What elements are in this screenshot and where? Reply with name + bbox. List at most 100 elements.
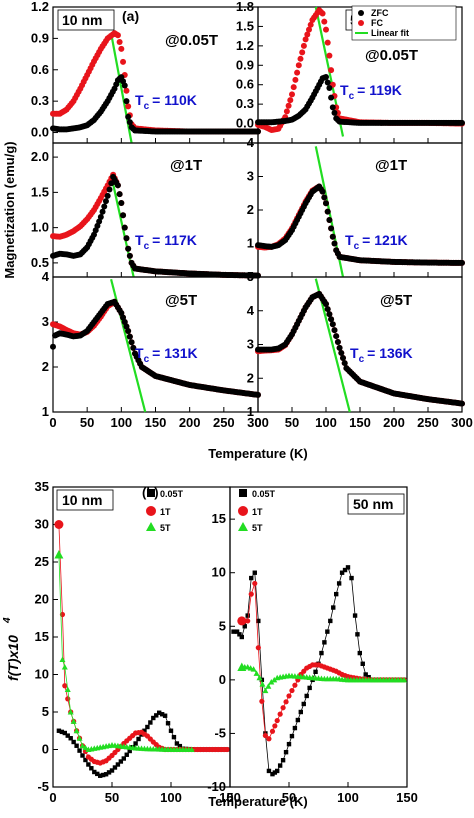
plot-frame [52,142,259,278]
point-0.05T [77,748,82,753]
fc-point [323,26,329,33]
x-tick-label: 200 [179,415,201,430]
fc-point [307,21,314,28]
point-0.05T [270,771,275,777]
y-tick-label: 2.0 [31,149,49,164]
zfc-point [130,344,137,351]
y-tick-label: 0.6 [31,62,49,77]
zfc-point [125,113,132,120]
tc-label: Tc = 131K [135,345,198,365]
point-5T [256,674,263,681]
tc-value: = 131K [152,345,198,361]
point-0.05T [71,739,76,745]
field-label: @5T [165,292,197,309]
fc-point [302,36,309,43]
point-0.05T [328,618,333,624]
point-1T [274,717,280,724]
y-tick-label: 1.0 [31,220,49,235]
fc-point [116,39,123,46]
zfc-point [125,245,132,252]
tc-label: Tc = 136K [350,345,413,365]
point-0.05T [298,709,303,715]
point-1T [259,698,265,704]
fc-point [304,31,311,38]
zfc-point [123,323,130,330]
y-tick-label: 5 [219,618,226,633]
point-0.05T [322,640,327,645]
zfc-point [99,208,106,215]
point-1T [262,732,268,739]
tc-symbol: T [340,82,349,98]
point-0.05T [118,759,124,764]
zfc-point [459,119,465,126]
sample-label: 50 nm [353,496,393,512]
series-line-1T [241,583,407,740]
point-5T [82,744,89,751]
zfc-point [334,338,341,345]
x-tick-label: 50 [285,415,299,430]
zfc-point [319,188,326,195]
y-tick-label: 5 [42,704,49,719]
y-tick-label: 1.8 [236,0,254,14]
y-tick-label: 0.3 [31,93,49,108]
y-tick-label: 0.6 [236,77,254,92]
point-5T [70,718,77,724]
zfc-point [123,98,130,105]
fc-point [300,42,307,49]
point-5T [271,676,278,683]
point-5T [253,670,260,676]
point-0.05T [159,712,165,717]
point-0.05T [245,613,250,618]
zfc-point [331,327,338,334]
zfc-point [340,355,346,361]
tc-subscript: c [144,241,150,252]
x-tick-label: 100 [110,415,132,430]
point-1T [224,746,230,753]
tc-value: = 121K [362,232,408,248]
point-0.05T [360,661,365,666]
point-0.05T [342,567,348,573]
legend-b2-5T-label: 5T [252,523,263,533]
point-0.05T [162,713,168,718]
zfc-point [323,301,329,307]
point-5T [268,679,275,685]
legend-b2-0.05T-marker [239,489,247,497]
point-1T [62,683,68,689]
zfc-point [102,198,109,205]
point-5T [59,656,66,662]
point-5T [79,742,86,749]
zfc-point [123,235,130,242]
point-5T [401,676,408,683]
zfc-point [120,314,127,321]
point-1T [255,645,261,651]
legend-b2-1T-label: 1T [252,507,263,517]
zfc-point [106,186,113,193]
zfc-point [128,339,135,346]
y-tick-label: 10 [212,565,226,580]
fc-point [299,49,306,56]
zfc-point [328,316,335,323]
y-tick-label: 0.3 [236,96,254,111]
zfc-point [328,94,335,101]
tc-subscript: c [144,354,150,365]
fc-point [289,91,295,98]
point-0.05T [168,728,174,733]
tc-symbol: T [135,345,144,361]
tc-symbol: T [345,232,354,248]
zfc-point [116,191,123,198]
point-0.05T [103,772,109,777]
point-0.05T [165,721,171,726]
point-0.05T [231,629,236,634]
y-tick-label: 5 [247,269,254,284]
y-tick-label: 0 [219,672,226,687]
zfc-point [336,344,343,351]
y-tick-label: 0.9 [236,57,254,72]
legend-zfc-marker [358,10,364,16]
x-tick-label: 50 [80,415,94,430]
x-tick-label: 300 [247,415,269,430]
point-0.05T [174,741,180,746]
fc-point [285,102,292,109]
fc-point [118,45,125,52]
legend-b2-5T-marker [238,522,248,531]
y-tick-label: 1 [42,404,49,419]
